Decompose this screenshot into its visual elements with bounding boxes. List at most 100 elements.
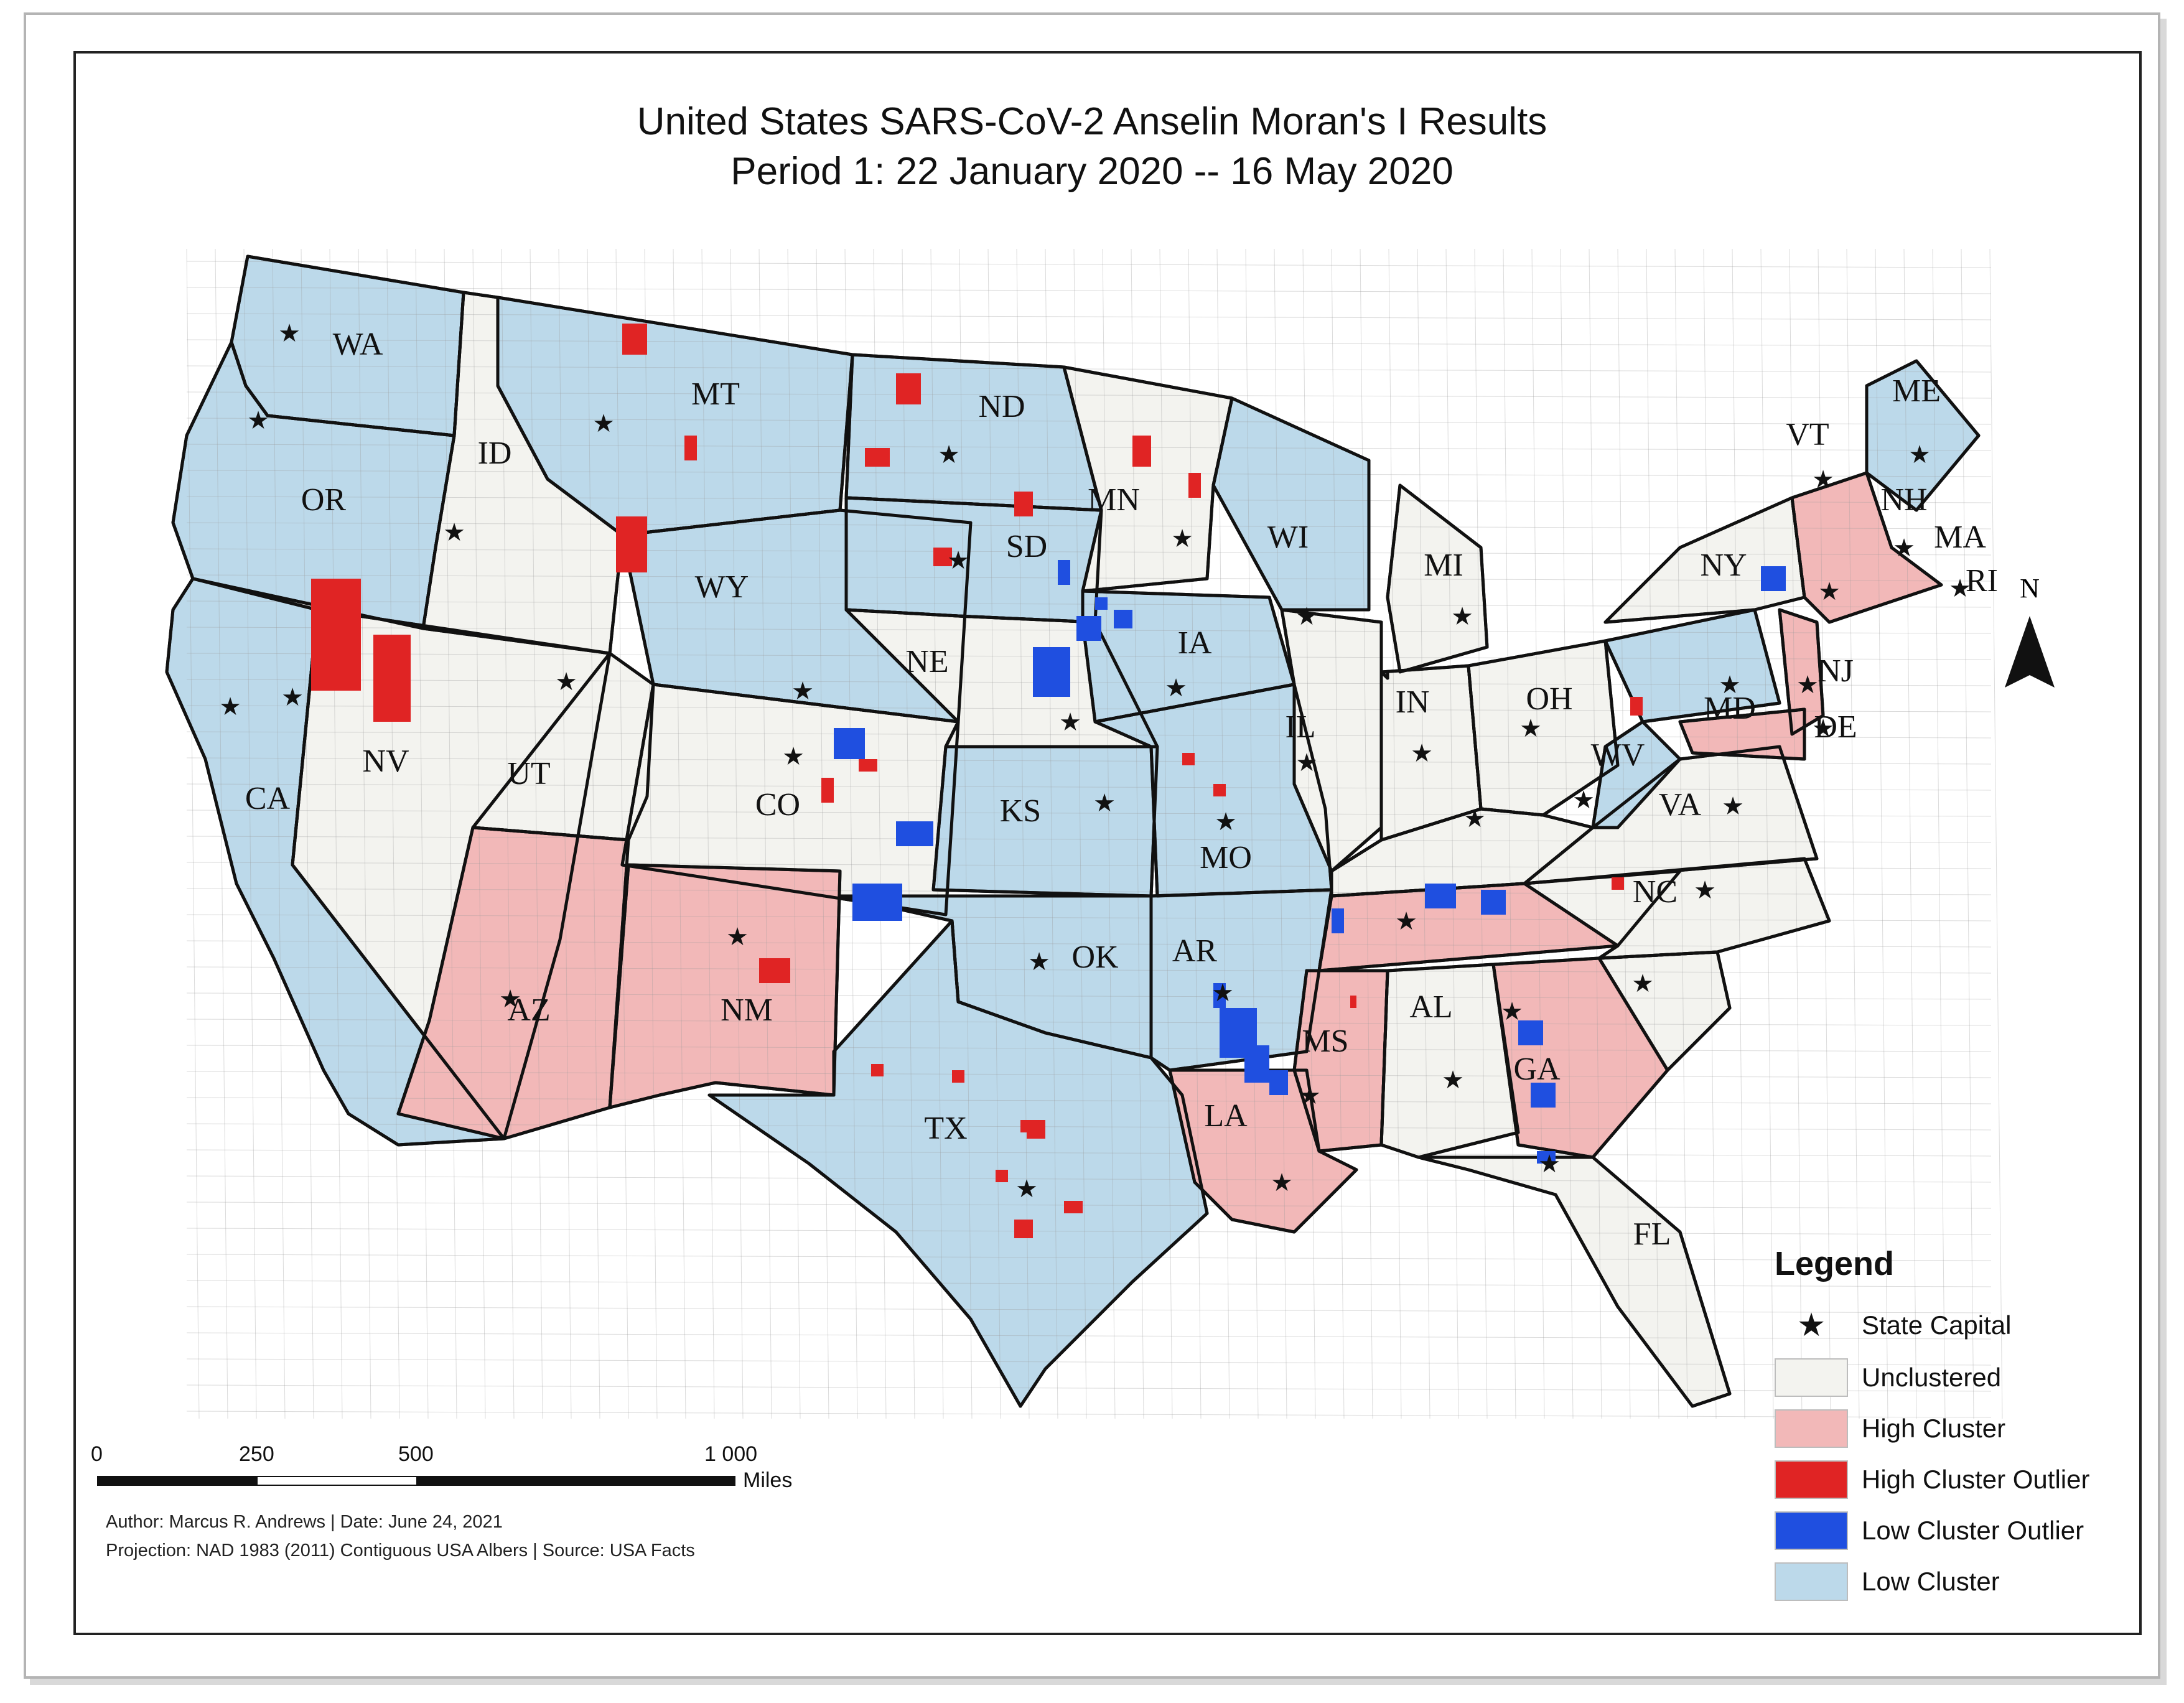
state-capital-star: ★ xyxy=(1215,808,1237,836)
legend-swatch xyxy=(1775,1409,1848,1448)
low-cluster-outlier-patch xyxy=(1537,1151,1556,1164)
low-cluster-outlier-patch xyxy=(1761,566,1786,591)
state-label-ms: MS xyxy=(1302,1024,1348,1059)
state-label-va: VA xyxy=(1659,787,1702,823)
state-label-fl: FL xyxy=(1633,1216,1671,1252)
north-arrow-icon xyxy=(2005,616,2055,688)
legend-label: State Capital xyxy=(1862,1310,2012,1340)
state-label-wa: WA xyxy=(333,327,383,362)
state-label-me: ME xyxy=(1892,373,1941,409)
state-capital-star: ★ xyxy=(1893,534,1915,562)
north-arrow: N xyxy=(2005,573,2055,688)
high-cluster-outlier-patch xyxy=(933,548,952,566)
state-capital-star: ★ xyxy=(1463,805,1486,833)
high-cluster-outlier-patch xyxy=(859,759,877,772)
high-cluster-outlier-patch xyxy=(1213,784,1226,796)
map-subtitle: Period 1: 22 January 2020 -- 16 May 2020 xyxy=(730,150,1454,193)
state-capital-star: ★ xyxy=(592,410,615,437)
credits-projection: Projection: NAD 1983 (2011) Contiguous U… xyxy=(106,1541,695,1561)
low-cluster-outlier-patch xyxy=(1058,560,1070,585)
low-cluster-outlier-patch xyxy=(1095,597,1108,610)
state-label-mo: MO xyxy=(1200,840,1252,875)
state-capital-star: ★ xyxy=(1908,441,1931,469)
state-label-al: AL xyxy=(1409,989,1452,1025)
high-cluster-outlier-patch xyxy=(373,635,411,722)
high-cluster-outlier-patch xyxy=(865,448,890,467)
state-shape-nd xyxy=(844,353,1103,512)
state-label-mi: MI xyxy=(1424,548,1463,583)
high-cluster-outlier-patch xyxy=(1132,436,1151,467)
state-shape-nm xyxy=(608,863,842,1109)
state-capital-star: ★ xyxy=(947,547,969,574)
state-capital-star: ★ xyxy=(278,320,301,347)
low-cluster-outlier-patch xyxy=(1114,610,1132,628)
state-capital-star: ★ xyxy=(1538,1150,1561,1178)
state-capital-star: ★ xyxy=(247,407,269,434)
state-label-nv: NV xyxy=(362,744,409,779)
high-cluster-outlier-patch xyxy=(871,1064,884,1076)
state-label-ri: RI xyxy=(1966,563,1998,599)
low-cluster-outlier-patch xyxy=(896,821,933,846)
state-label-in: IN xyxy=(1396,684,1430,720)
high-cluster-outlier-patch xyxy=(311,579,361,691)
low-cluster-outlier-patch xyxy=(1269,1070,1288,1095)
legend-item-high-cluster: High Cluster xyxy=(1775,1407,2005,1450)
state-label-az: AZ xyxy=(507,992,550,1028)
north-label: N xyxy=(2020,573,2040,604)
outlier-layer xyxy=(311,324,1786,1238)
state-label-wv: WV xyxy=(1591,737,1645,773)
high-cluster-outlier-patch xyxy=(821,778,834,803)
state-capital-layer: ★ ★ ★ ★ ★ ★ ★ ★ ★ ★ ★ ★ ★ ★ ★ ★ ★ ★ ★ ★ ★ ★ ★ ★ ★ ★ ★ ★ ★ ★ ★ ★ ★ ★ ★ ★ ★ ★ ★ ★… xyxy=(219,320,1971,1203)
low-cluster-outlier-patch xyxy=(1033,647,1070,697)
state-capital-star: ★ xyxy=(1812,715,1834,742)
high-cluster-outlier-patch xyxy=(1630,697,1643,716)
state-capital-star: ★ xyxy=(1694,877,1716,904)
state-label-il: IL xyxy=(1285,709,1315,745)
state-capital-star: ★ xyxy=(1165,674,1187,702)
county-grid-layer xyxy=(165,248,2003,1419)
legend-swatch xyxy=(1775,1460,1848,1499)
state-capital-star: ★ xyxy=(1271,1169,1293,1197)
state-capital-star: ★ xyxy=(1812,466,1834,493)
state-capital-star: ★ xyxy=(1519,715,1542,742)
high-cluster-outlier-patch xyxy=(1014,1220,1033,1238)
legend-swatch xyxy=(1775,1562,1848,1601)
state-label-tx: TX xyxy=(924,1111,967,1146)
scale-tick-0: 0 xyxy=(91,1442,103,1466)
state-capital-star: ★ xyxy=(1719,671,1741,699)
legend-label: High Cluster Outlier xyxy=(1862,1465,2090,1494)
state-label-sd: SD xyxy=(1006,529,1047,564)
state-capital-star: ★ xyxy=(791,678,814,705)
state-shape-fl xyxy=(1417,1155,1732,1408)
state-label-vt: VT xyxy=(1786,417,1829,452)
legend-title: Legend xyxy=(1775,1245,1895,1282)
state-label-ks: KS xyxy=(1000,793,1041,829)
state-capital-star: ★ xyxy=(1818,578,1841,605)
state-label-id: ID xyxy=(478,436,512,471)
state-capital-star: ★ xyxy=(281,684,304,711)
state-capital-star: ★ xyxy=(1451,603,1473,630)
high-cluster-outlier-patch xyxy=(952,1070,964,1083)
state-capital-star: ★ xyxy=(726,923,749,951)
state-label-nd: ND xyxy=(978,389,1025,424)
state-capital-star: ★ xyxy=(1631,970,1654,997)
credits-author: Author: Marcus R. Andrews | Date: June 2… xyxy=(106,1512,503,1532)
state-label-md: MD xyxy=(1704,691,1756,726)
state-capital-star: ★ xyxy=(1295,749,1318,777)
state-capital-star: ★ xyxy=(1028,948,1050,976)
state-capital-star: ★ xyxy=(1722,793,1744,820)
state-label-ga: GA xyxy=(1513,1052,1561,1087)
legend-label: Low Cluster xyxy=(1862,1567,2000,1596)
state-capital-star: ★ xyxy=(1395,908,1417,935)
scale-bar xyxy=(97,1476,735,1486)
high-cluster-outlier-patch xyxy=(1350,996,1356,1008)
scale-unit: Miles xyxy=(743,1468,793,1492)
legend-item-unclustered: Unclustered xyxy=(1775,1356,2001,1399)
state-label-wy: WY xyxy=(695,569,749,605)
state-shape-wi xyxy=(1211,396,1371,612)
state-label-ia: IA xyxy=(1178,625,1212,661)
state-label-or: OR xyxy=(301,482,347,518)
state-capital-star: ★ xyxy=(1501,998,1523,1025)
high-cluster-outlier-patch xyxy=(1188,473,1201,498)
